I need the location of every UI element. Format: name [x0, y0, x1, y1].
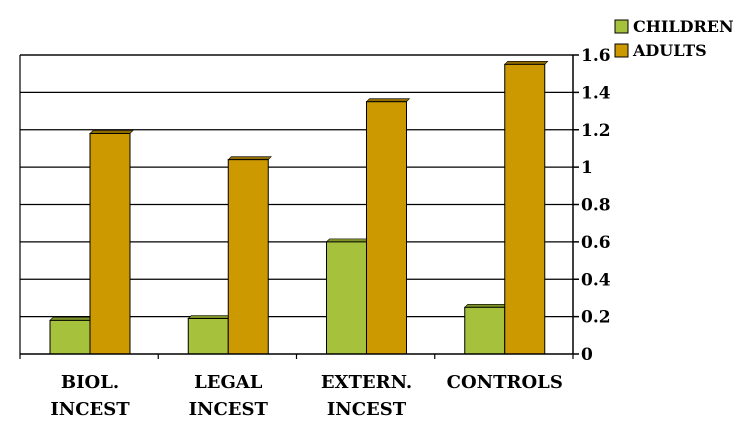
y-tick-label: 1.4: [581, 83, 611, 103]
bar-adults-1: [227, 156, 272, 355]
x-tick-label: BIOL.: [61, 372, 119, 393]
y-tick-label: 0.8: [581, 196, 611, 216]
x-tick-label: LEGAL: [194, 372, 263, 393]
y-tick-labels: 0 0.2 0.4 0.6 0.8 1 1.2 1.4 1.6: [573, 46, 611, 365]
x-tick-label: INCEST: [50, 399, 130, 420]
legend-item-children: CHILDREN: [614, 17, 734, 36]
x-tick-label: INCEST: [189, 399, 269, 420]
y-tick-label: 0.4: [581, 270, 611, 290]
bar-adults-2: [365, 98, 411, 355]
y-tick-label: 0.2: [581, 308, 611, 328]
x-tick-labels: BIOL. INCEST LEGAL INCEST EXTERN. INCEST CONTR…: [19, 354, 574, 420]
y-tick-label: 0.6: [581, 233, 611, 253]
bar-children-1: [187, 315, 232, 355]
bar-adults-3: [504, 61, 549, 355]
legend: CHILDREN ADULTS: [614, 17, 734, 60]
bar-children-3: [464, 303, 509, 355]
legend-label: CHILDREN: [633, 17, 734, 36]
legend-label: ADULTS: [632, 41, 707, 60]
y-tick-label: 1.2: [581, 121, 611, 141]
bar-children-0: [49, 317, 94, 355]
y-tick-label: 1: [581, 158, 593, 178]
bar-adults-0: [89, 130, 134, 355]
x-tick-label: CONTROLS: [447, 372, 563, 393]
y-tick-label: 1.6: [581, 46, 611, 66]
y-tick-label: 0: [581, 345, 593, 365]
legend-swatch: [614, 43, 629, 58]
bar-children-2: [325, 238, 371, 355]
x-tick-label: INCEST: [327, 399, 407, 420]
x-tick-label: EXTERN.: [321, 372, 412, 393]
legend-item-adults: ADULTS: [614, 41, 707, 60]
legend-swatch: [614, 19, 629, 34]
bars: [49, 61, 549, 355]
